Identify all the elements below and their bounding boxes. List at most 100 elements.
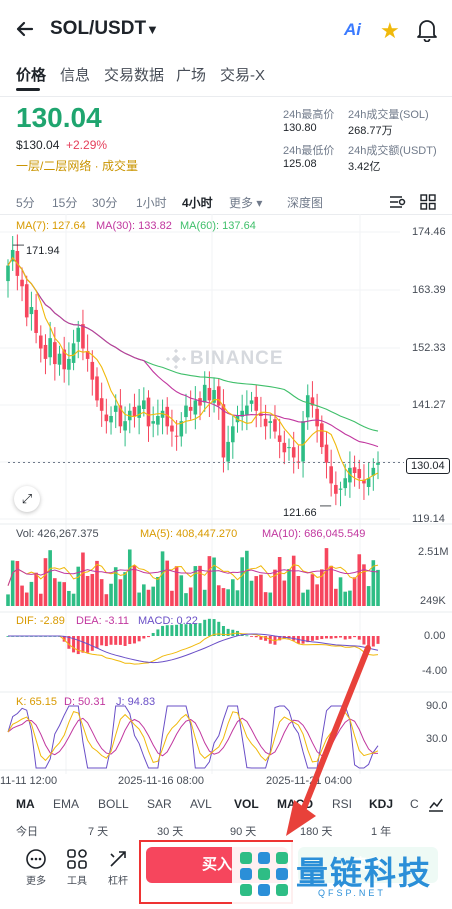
macd-bar [95, 636, 99, 649]
volume-bar [235, 590, 240, 606]
volume-bar [38, 593, 43, 606]
interval-more[interactable]: 更多 ▾ [229, 196, 263, 210]
kdj-d-line [7, 717, 379, 757]
range-90d[interactable]: 90 天 [230, 826, 257, 838]
macd-bar [343, 636, 347, 640]
tab-square[interactable]: 广场 [176, 67, 207, 84]
candle-body [99, 398, 104, 411]
macd-dif-label: DIF: -2.89 [16, 615, 65, 627]
tools-label[interactable]: 工具 [67, 876, 87, 887]
volume-bar [282, 580, 287, 606]
high-marker-label: 171.94 [26, 245, 60, 257]
market-tags[interactable]: 一层/二层网络 · 成交量 [16, 159, 138, 173]
macd-bar [81, 636, 85, 653]
indicator-rsi[interactable]: RSI [332, 797, 353, 811]
candle-body [85, 350, 90, 359]
volume-bar [207, 556, 212, 606]
volume-bar [343, 591, 348, 606]
macd-bar [264, 636, 268, 641]
active-tab-indicator [16, 88, 40, 91]
range-30d[interactable]: 30 天 [157, 826, 184, 838]
candle-body [193, 400, 198, 415]
candle-body [10, 249, 15, 262]
stat-vol-base-label: 24h成交量(SOL) [348, 109, 429, 121]
volume-bar [57, 581, 62, 606]
indicator-kdj[interactable]: KDJ [369, 797, 394, 811]
interval-30m[interactable]: 30分 [92, 196, 118, 210]
volume-bar [305, 589, 310, 606]
tab-info[interactable]: 信息 [60, 67, 91, 84]
range-7d[interactable]: 7 天 [88, 826, 109, 838]
pair-dropdown-icon[interactable]: ▼ [146, 22, 159, 37]
macd-bar [193, 623, 197, 636]
brand-watermark-text: 量链科技 [296, 855, 433, 891]
indicator-ema[interactable]: EMA [53, 797, 80, 811]
range-180d[interactable]: 180 天 [300, 826, 333, 838]
volume-bar [81, 552, 85, 606]
macd-bar [137, 636, 141, 642]
ma7-label: MA(7): 127.64 [16, 220, 86, 232]
tools-icon[interactable] [66, 848, 88, 870]
volume-bar [85, 575, 90, 606]
interval-1h[interactable]: 1小时 [136, 196, 167, 210]
indicator-vol[interactable]: VOL [234, 797, 259, 811]
leverage-label[interactable]: 杠杆 [108, 876, 128, 887]
macd-bar [132, 636, 136, 644]
volume-bar [53, 578, 57, 606]
brand-watermark-site: QFSP.NET [318, 888, 386, 898]
interval-4h[interactable]: 4小时 [182, 196, 213, 210]
macd-bar [320, 636, 324, 640]
volume-bar [324, 548, 329, 606]
favorite-star-icon[interactable]: ★ [380, 18, 400, 43]
tab-trading-data[interactable]: 交易数据 [104, 67, 165, 84]
interval-5m[interactable]: 5分 [16, 196, 35, 210]
macd-bar [123, 636, 127, 646]
leverage-icon[interactable] [107, 848, 129, 870]
trend-chart-icon[interactable] [428, 796, 444, 812]
candle-body [43, 344, 48, 359]
ai-icon[interactable]: Ai [344, 20, 361, 39]
x-date-label: 11-11 12:00 [0, 775, 58, 787]
candle-body [34, 309, 38, 333]
volume-bar [357, 554, 362, 606]
candlestick-chart[interactable] [0, 214, 452, 789]
more-icon[interactable] [25, 848, 47, 870]
candle-body [179, 421, 184, 437]
tab-price[interactable]: 价格 [16, 67, 47, 84]
range-today[interactable]: 今日 [16, 826, 38, 838]
candle-body [310, 397, 315, 406]
back-arrow-icon[interactable] [12, 16, 38, 42]
volume-bar [240, 557, 244, 606]
candle-body [20, 279, 24, 287]
candle-body [151, 421, 155, 424]
macd-bar [142, 636, 146, 639]
volume-bar [263, 592, 268, 606]
candle-body [287, 447, 291, 449]
candle-body [254, 396, 259, 411]
more-label[interactable]: 更多 [26, 876, 46, 887]
macd-bar [203, 619, 207, 636]
macd-tick: 0.00 [424, 630, 446, 642]
candle-body [38, 335, 43, 349]
indicator-sar[interactable]: SAR [147, 797, 172, 811]
candle-body [362, 479, 366, 484]
volume-bar [310, 574, 315, 606]
expand-chart-icon[interactable]: ⤢ [14, 486, 40, 512]
indicator-boll[interactable]: BOLL [98, 797, 129, 811]
volume-bar [268, 592, 273, 606]
indicator-settings-icon[interactable] [388, 194, 406, 210]
tab-trade-x[interactable]: 交易-X [220, 67, 266, 84]
indicator-avl[interactable]: AVL [190, 797, 212, 811]
macd-bar [67, 636, 71, 649]
range-1y[interactable]: 1 年 [371, 826, 392, 838]
macd-bar [315, 636, 319, 640]
interval-15m[interactable]: 15分 [52, 196, 78, 210]
indicator-ma[interactable]: MA [16, 797, 35, 811]
candle-body [81, 324, 85, 349]
layout-grid-icon[interactable] [420, 194, 436, 210]
indicator-c[interactable]: C [410, 797, 419, 811]
pair-title[interactable]: SOL/USDT [50, 18, 147, 39]
volume-bar [338, 577, 343, 606]
bell-icon[interactable] [416, 18, 438, 42]
depth-chart-tab[interactable]: 深度图 [287, 196, 324, 210]
